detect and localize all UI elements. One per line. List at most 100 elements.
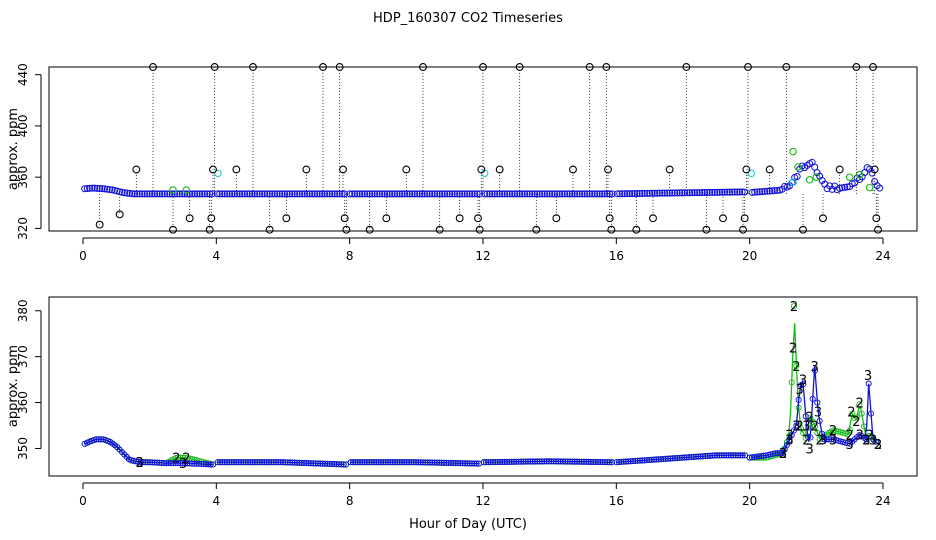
reading-point (126, 189, 134, 197)
detector-3-point (720, 452, 728, 459)
reading-point (498, 190, 506, 198)
reading-point (346, 190, 354, 198)
reading-point (453, 190, 461, 198)
detector-3-point (193, 460, 200, 467)
detector-3-point (139, 459, 147, 466)
reading-point (433, 190, 441, 198)
detector-3-point (671, 455, 679, 462)
detector-3-point (207, 461, 214, 468)
detector-3-point (517, 458, 525, 465)
reading-point (241, 190, 249, 198)
reading-point (626, 190, 634, 198)
detector-3-point (555, 458, 562, 465)
detector-2-label: 2 (816, 433, 824, 448)
detector-3-point (382, 459, 389, 466)
detector-3-point (333, 461, 340, 468)
reading-point (651, 189, 659, 197)
reading-point (236, 190, 244, 198)
detector-2-point (856, 401, 863, 408)
detector-3-point (660, 455, 667, 463)
detector-3-point (487, 459, 494, 466)
detector-3-point (454, 460, 462, 467)
detector-3-point (412, 459, 420, 466)
reading-point (423, 190, 431, 198)
reading-point (243, 190, 251, 198)
detector-3-point (422, 459, 429, 466)
x-tick-label: 16 (609, 494, 624, 508)
reading-point (758, 188, 766, 196)
detector-3-point (419, 459, 427, 466)
detector-3-point (823, 436, 830, 443)
detector-3-point (825, 436, 833, 443)
reading-point (736, 188, 744, 196)
outlier-point (477, 165, 486, 174)
reading-point (476, 190, 484, 198)
detector-3-point (205, 461, 212, 468)
x-tick-label: 8 (346, 249, 354, 263)
outlier-point (665, 165, 674, 174)
detector-3-point (396, 459, 403, 466)
detector-3-label: 3 (136, 456, 144, 471)
detector-3-point (741, 452, 749, 459)
reading-point (538, 190, 546, 198)
detector-3-point (289, 459, 296, 466)
reading-point (448, 190, 456, 198)
outlier-point (402, 165, 411, 174)
x-tick-label: 8 (346, 494, 354, 508)
detector-2-point (809, 418, 816, 425)
detector-3-point (202, 461, 210, 468)
reading-point (466, 190, 474, 198)
detector-3-point (781, 446, 788, 453)
reading-point (598, 190, 606, 198)
reading-point (526, 190, 534, 198)
reading-point (643, 189, 651, 197)
reading-point (198, 190, 206, 198)
detector-3-point (468, 460, 476, 467)
reading-point (708, 188, 716, 196)
reading-point (278, 190, 286, 198)
reading-point (501, 190, 509, 198)
reading-point (511, 190, 519, 198)
reading-point (571, 190, 579, 198)
detector-3-point (622, 458, 630, 465)
y-axis-label-bottom: approx. ppm (6, 345, 21, 427)
detector-3-point (499, 458, 506, 466)
reading-point (381, 190, 389, 198)
reading-point (606, 190, 614, 198)
detector-3-label: 3 (874, 438, 882, 453)
reading-point (203, 190, 211, 198)
detector-3-point (426, 459, 434, 466)
detector-3-point (503, 458, 511, 465)
reading-point (716, 188, 724, 196)
detector-3-point (606, 459, 613, 466)
reading-point (668, 189, 676, 197)
detector-3-point (457, 460, 464, 467)
detector-3-point (380, 459, 387, 466)
detector-3-point (739, 452, 746, 459)
detector-3-point (529, 458, 536, 465)
detector-3-point (573, 458, 581, 465)
reading-point (681, 189, 689, 197)
reading-point (458, 190, 466, 198)
detector-3-point (580, 458, 588, 465)
detector-3-point (256, 459, 263, 466)
detector-3-point (685, 454, 693, 461)
detector-2-point (812, 173, 821, 181)
reading-point (266, 190, 274, 198)
reading-point (218, 190, 226, 198)
reading-point (341, 190, 349, 198)
y-tick-label: 400 (16, 114, 30, 137)
outlier-point (455, 214, 464, 223)
reading-point (221, 190, 229, 198)
detector-3-point (816, 417, 823, 424)
reading-point (296, 190, 304, 198)
detector-3-point (482, 459, 490, 466)
reading-point (548, 190, 556, 198)
outlier-point (232, 165, 241, 174)
detector-3-point (265, 459, 273, 466)
detector-3-point (863, 436, 870, 443)
detector-2-point (800, 430, 807, 437)
detector-3-point (135, 458, 142, 465)
detector-3-point (618, 458, 625, 465)
